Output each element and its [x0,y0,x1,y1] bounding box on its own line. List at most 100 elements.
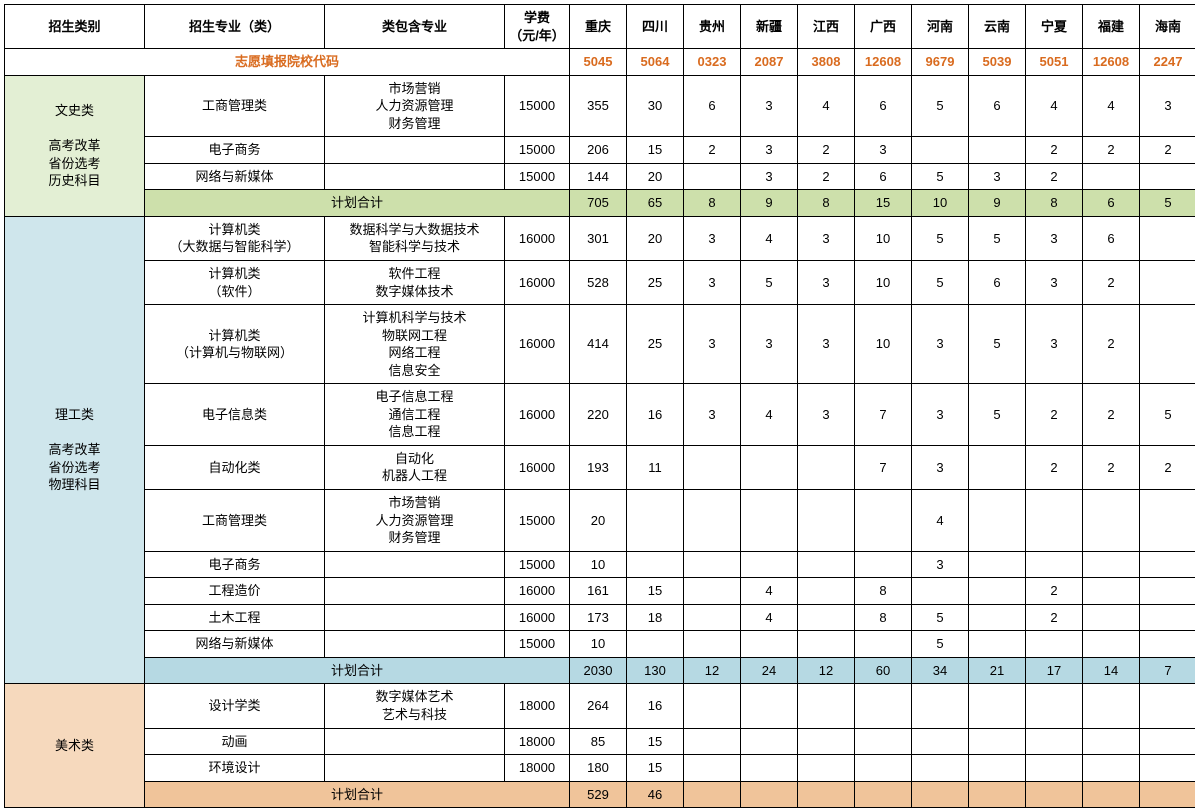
value-cell [912,684,969,728]
subtotal-cell: 7 [1140,657,1195,684]
value-cell [1083,551,1140,578]
value-cell: 15 [627,137,684,164]
value-cell [1140,551,1195,578]
value-cell: 264 [570,684,627,728]
school-code: 5051 [1026,49,1083,76]
value-cell [684,684,741,728]
value-cell: 6 [969,261,1026,305]
value-cell: 5 [969,305,1026,384]
submajor-cell: 数据科学与大数据技术 智能科学与技术 [325,216,505,260]
major-cell: 电子商务 [145,551,325,578]
subtotal-cell: 2030 [570,657,627,684]
value-cell [684,578,741,605]
value-cell [684,490,741,552]
value-cell: 173 [570,604,627,631]
subtotal-cell: 17 [1026,657,1083,684]
fee-cell: 15000 [505,163,570,190]
admissions-table: 招生类别 招生专业（类） 类包含专业 学费 （元/年） 重庆四川贵州新疆江西广西… [4,4,1195,808]
value-cell [969,684,1026,728]
major-cell: 网络与新媒体 [145,631,325,658]
submajor-cell: 计算机科学与技术 物联网工程 网络工程 信息安全 [325,305,505,384]
value-cell [969,490,1026,552]
value-cell: 15 [627,728,684,755]
value-cell [798,728,855,755]
value-cell: 5 [912,216,969,260]
value-cell [855,728,912,755]
value-cell: 3 [1026,261,1083,305]
category-cell: 美术类 [5,684,145,808]
value-cell: 3 [798,216,855,260]
value-cell: 180 [570,755,627,782]
subtotal-cell: 10 [912,190,969,217]
value-cell: 3 [684,384,741,446]
value-cell: 10 [855,261,912,305]
value-cell: 206 [570,137,627,164]
value-cell [684,755,741,782]
value-cell: 5 [741,261,798,305]
major-cell: 工程造价 [145,578,325,605]
value-cell: 2 [1026,604,1083,631]
header-province: 云南 [969,5,1026,49]
value-cell: 3 [798,261,855,305]
value-cell: 8 [855,578,912,605]
fee-cell: 16000 [505,445,570,489]
table-row: 电子商务15000103 [5,551,1195,578]
value-cell [741,684,798,728]
value-cell [1140,755,1195,782]
value-cell: 5 [969,216,1026,260]
fee-cell: 15000 [505,631,570,658]
table-row: 理工类 高考改革 省份选考 物理科目计算机类 （大数据与智能科学）数据科学与大数… [5,216,1195,260]
value-cell [1083,490,1140,552]
value-cell [1083,163,1140,190]
value-cell [1026,755,1083,782]
value-cell [855,551,912,578]
value-cell [1140,305,1195,384]
subtotal-cell: 9 [741,190,798,217]
school-code: 3808 [798,49,855,76]
fee-cell: 16000 [505,384,570,446]
value-cell: 3 [684,216,741,260]
value-cell: 4 [741,384,798,446]
value-cell: 4 [741,216,798,260]
header-province: 海南 [1140,5,1195,49]
header-province: 江西 [798,5,855,49]
submajor-cell [325,163,505,190]
value-cell [1140,604,1195,631]
submajor-cell: 自动化 机器人工程 [325,445,505,489]
value-cell: 4 [1083,75,1140,137]
subtotal-cell: 8 [684,190,741,217]
subtotal-row: 计划合计7056589815109865 [5,190,1195,217]
school-code: 5045 [570,49,627,76]
table-row: 计算机类 （计算机与物联网）计算机科学与技术 物联网工程 网络工程 信息安全16… [5,305,1195,384]
value-cell [798,631,855,658]
value-cell: 16 [627,384,684,446]
value-cell: 10 [570,631,627,658]
value-cell: 3 [684,261,741,305]
table-row: 工商管理类市场营销 人力资源管理 财务管理15000204 [5,490,1195,552]
value-cell [684,604,741,631]
value-cell: 301 [570,216,627,260]
value-cell [1026,490,1083,552]
subtotal-cell [1083,781,1140,808]
header-province: 新疆 [741,5,798,49]
school-code: 5064 [627,49,684,76]
submajor-cell [325,755,505,782]
value-cell [912,755,969,782]
value-cell: 15 [627,578,684,605]
submajor-cell: 软件工程 数字媒体技术 [325,261,505,305]
table-body: 文史类 高考改革 省份选考 历史科目工商管理类市场营销 人力资源管理 财务管理1… [5,75,1195,808]
subtotal-cell: 9 [969,190,1026,217]
value-cell: 3 [741,163,798,190]
table-row: 文史类 高考改革 省份选考 历史科目工商管理类市场营销 人力资源管理 财务管理1… [5,75,1195,137]
value-cell: 2 [1026,578,1083,605]
subtotal-cell: 34 [912,657,969,684]
subtotal-cell: 8 [798,190,855,217]
value-cell [627,490,684,552]
category-cell: 文史类 高考改革 省份选考 历史科目 [5,75,145,216]
table-row: 电子商务15000206152323222 [5,137,1195,164]
subtotal-label: 计划合计 [145,657,570,684]
value-cell: 3 [912,305,969,384]
value-cell [1140,163,1195,190]
value-cell: 3 [912,445,969,489]
major-cell: 计算机类 （软件） [145,261,325,305]
